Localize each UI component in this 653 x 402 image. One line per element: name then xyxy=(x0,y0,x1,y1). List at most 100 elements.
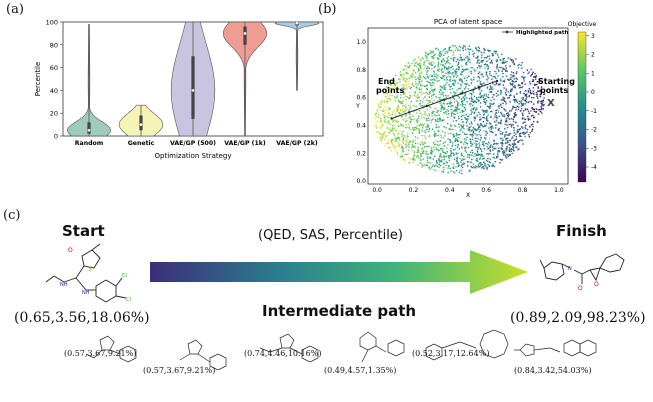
scatter-point xyxy=(443,54,445,57)
scatter-point xyxy=(495,112,497,114)
scatter-point xyxy=(428,119,431,121)
scatter-point xyxy=(426,145,428,147)
scatter-point xyxy=(386,86,388,88)
scatter-point xyxy=(464,141,466,143)
scatter-point xyxy=(483,168,485,170)
scatter-point xyxy=(478,50,480,52)
scatter-point xyxy=(537,97,539,99)
scatter-highlight-point xyxy=(446,130,449,133)
scatter-point xyxy=(459,49,461,51)
scatter-x-label: X xyxy=(466,192,470,199)
scatter-point xyxy=(383,100,385,102)
scatter-point xyxy=(396,119,398,121)
scatter-point xyxy=(395,121,397,123)
scatter-point xyxy=(455,120,457,122)
scatter-point xyxy=(505,113,508,115)
scatter-point xyxy=(478,166,480,168)
scatter-point xyxy=(415,106,417,108)
scatter-point xyxy=(451,145,453,148)
scatter-point xyxy=(396,95,398,98)
scatter-point xyxy=(469,61,471,64)
scatter-point xyxy=(458,68,460,70)
scatter-point xyxy=(515,107,517,109)
scatter-point xyxy=(480,56,483,59)
scatter-point xyxy=(458,171,461,174)
scatter-point xyxy=(449,105,451,108)
scatter-point xyxy=(413,127,415,130)
scatter-point xyxy=(463,138,466,140)
scatter-point xyxy=(502,68,504,70)
colorbar-tick-label: -1 xyxy=(591,108,597,115)
scatter-point xyxy=(433,62,435,64)
scatter-point xyxy=(482,76,484,78)
scatter-point xyxy=(498,150,501,153)
scatter-point xyxy=(406,96,408,98)
scatter-point xyxy=(455,106,457,108)
scatter-point xyxy=(452,163,454,165)
scatter-point xyxy=(447,59,449,61)
scatter-point xyxy=(447,67,449,70)
scatter-point xyxy=(483,100,485,103)
scatter-point xyxy=(471,111,474,113)
scatter-point xyxy=(409,117,411,119)
scatter-point xyxy=(444,52,446,55)
scatter-point xyxy=(441,64,443,67)
scatter-point xyxy=(471,104,474,107)
scatter-point xyxy=(469,103,471,105)
scatter-point xyxy=(420,85,422,87)
scatter-point xyxy=(431,68,433,70)
scatter-point xyxy=(422,150,425,152)
scatter-point xyxy=(457,95,459,97)
scatter-point xyxy=(411,83,413,86)
scatter-highlight-point xyxy=(436,103,439,106)
scatter-point xyxy=(417,63,419,65)
scatter-point xyxy=(401,74,404,76)
scatter-highlight-point xyxy=(426,130,429,132)
scatter-point xyxy=(442,98,444,101)
scatter-point xyxy=(504,152,506,154)
scatter-point xyxy=(509,77,512,79)
scatter-point xyxy=(397,137,399,139)
scatter-point xyxy=(513,63,515,66)
scatter-point xyxy=(415,83,417,85)
scatter-point xyxy=(520,108,523,110)
scatter-point xyxy=(457,108,459,110)
scatter-point xyxy=(410,74,412,77)
scatter-point xyxy=(464,133,466,135)
scatter-point xyxy=(480,153,482,155)
scatter-point xyxy=(472,130,475,133)
scatter-point xyxy=(537,101,539,103)
scatter-point xyxy=(485,142,487,145)
scatter-point xyxy=(434,65,436,68)
scatter-point xyxy=(418,75,421,77)
scatter-point xyxy=(421,100,424,103)
path-point xyxy=(495,79,499,83)
scatter-point xyxy=(477,153,480,156)
scatter-point xyxy=(482,125,484,127)
scatter-point xyxy=(428,145,430,147)
scatter-point xyxy=(409,75,412,78)
scatter-point xyxy=(470,78,472,80)
scatter-point xyxy=(378,104,380,106)
scatter-point xyxy=(442,151,444,154)
scatter-point xyxy=(478,79,481,81)
scatter-point xyxy=(442,95,445,97)
scatter-point xyxy=(462,47,464,49)
scatter-point xyxy=(409,87,412,90)
scatter-highlight-point xyxy=(422,137,425,140)
scatter-point xyxy=(498,150,501,152)
scatter-point xyxy=(431,64,433,66)
scatter-point xyxy=(479,134,482,137)
scatter-point xyxy=(444,79,446,81)
scatter-point xyxy=(379,138,381,140)
scatter-point xyxy=(530,115,533,117)
scatter-point xyxy=(424,141,426,143)
scatter-point xyxy=(526,93,528,95)
scatter-point xyxy=(503,99,505,101)
scatter-point xyxy=(397,78,400,80)
scatter-point xyxy=(484,103,487,105)
scatter-point xyxy=(486,132,488,134)
scatter-point xyxy=(379,136,381,138)
scatter-point xyxy=(401,155,404,157)
scatter-point xyxy=(453,76,455,78)
